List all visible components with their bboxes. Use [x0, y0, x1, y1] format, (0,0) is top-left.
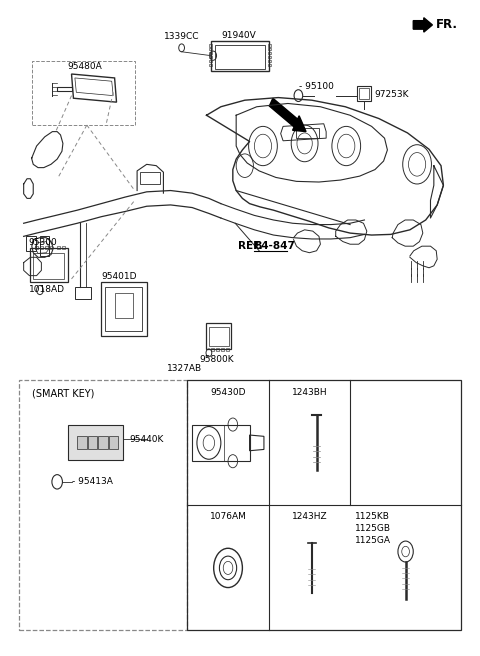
Bar	[268, 64, 271, 66]
Text: 95440K: 95440K	[129, 435, 163, 443]
Bar	[268, 44, 271, 47]
Bar	[88, 436, 97, 449]
Bar	[30, 248, 68, 282]
Text: 95430D: 95430D	[210, 388, 246, 398]
Circle shape	[223, 562, 233, 575]
Bar	[216, 348, 219, 351]
Text: 1327AB: 1327AB	[168, 364, 203, 373]
Bar	[115, 293, 133, 318]
Bar	[221, 348, 224, 351]
Bar	[209, 56, 212, 58]
Bar	[209, 52, 212, 54]
Text: - 95100: - 95100	[299, 82, 334, 91]
Bar	[268, 56, 271, 58]
FancyArrow shape	[269, 98, 306, 132]
Bar	[62, 245, 65, 249]
Bar	[209, 327, 229, 346]
Bar	[268, 48, 271, 51]
Text: 1018AD: 1018AD	[28, 285, 64, 294]
Bar	[109, 436, 119, 449]
Bar	[98, 436, 108, 449]
Bar	[359, 89, 369, 99]
Bar	[45, 245, 48, 249]
Bar	[40, 245, 43, 249]
Text: 1076AM: 1076AM	[210, 512, 246, 521]
Bar	[209, 44, 212, 47]
Bar	[209, 60, 212, 62]
Polygon shape	[68, 424, 123, 461]
Bar	[35, 245, 38, 249]
Text: 1339CC: 1339CC	[164, 32, 199, 41]
Bar	[268, 52, 271, 54]
Bar	[297, 128, 320, 138]
Text: - 95413A: - 95413A	[72, 478, 112, 486]
Bar	[57, 245, 60, 249]
Bar	[357, 87, 371, 101]
Bar	[33, 253, 64, 279]
Text: 95800K: 95800K	[200, 356, 234, 365]
Text: 1125GB: 1125GB	[355, 523, 391, 533]
Text: 97253K: 97253K	[374, 91, 408, 100]
Text: 84-847: 84-847	[254, 241, 295, 251]
Bar	[19, 380, 187, 630]
Bar	[209, 48, 212, 51]
Bar	[49, 245, 52, 249]
Text: 91940V: 91940V	[222, 31, 256, 40]
Text: FR.: FR.	[436, 18, 458, 31]
Text: 1125GA: 1125GA	[355, 535, 391, 544]
FancyArrow shape	[413, 18, 432, 32]
Bar	[32, 61, 135, 125]
Bar	[268, 60, 271, 62]
Bar	[187, 380, 461, 630]
Bar	[211, 348, 214, 351]
Bar	[226, 348, 228, 351]
Bar	[101, 282, 147, 336]
Bar	[211, 41, 269, 71]
Bar	[206, 323, 231, 349]
Text: 95401D: 95401D	[102, 272, 137, 281]
Text: REF.: REF.	[238, 241, 263, 251]
Bar	[25, 236, 36, 251]
Bar	[215, 45, 265, 69]
Text: (SMART KEY): (SMART KEY)	[32, 388, 94, 398]
Bar	[105, 287, 143, 331]
Text: 1243HZ: 1243HZ	[291, 512, 327, 521]
Text: 95300: 95300	[28, 238, 57, 247]
Bar	[77, 436, 87, 449]
Bar	[141, 173, 159, 184]
Text: 95480A: 95480A	[67, 62, 102, 72]
Bar	[209, 64, 212, 66]
Text: 1125KB: 1125KB	[355, 512, 390, 521]
Text: 1243BH: 1243BH	[291, 388, 327, 398]
Bar	[40, 236, 48, 256]
